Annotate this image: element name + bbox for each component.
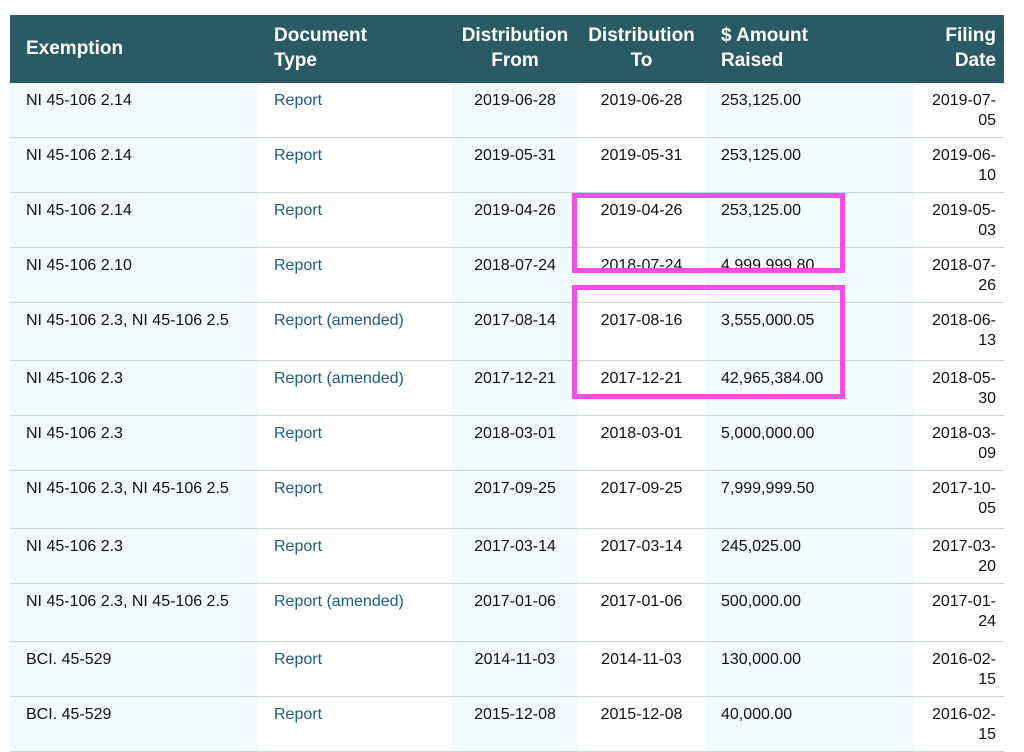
distribution-from-cell: 2017-12-21: [452, 360, 578, 416]
document-link[interactable]: Report: [258, 83, 452, 138]
filing-date-cell: 2019-05-03: [914, 192, 1004, 248]
amount-cell: 130,000.00: [705, 641, 914, 697]
distribution-from-cell: 2017-09-25: [452, 470, 578, 529]
document-link[interactable]: Report (amended): [258, 583, 452, 642]
amount-cell: 4,999,999.80: [705, 247, 914, 303]
table-row: NI 45-106 2.14 Report 2019-05-31 2019-05…: [10, 137, 1004, 193]
header-row: Exemption Document Type Distribution From …: [10, 15, 1004, 83]
filing-date-cell: 2017-03-20: [914, 528, 1004, 584]
amount-cell: 253,125.00: [705, 83, 914, 138]
distribution-to-cell: 2017-09-25: [578, 470, 705, 529]
distribution-to-cell: 2017-08-16: [578, 302, 705, 361]
filing-date-cell: 2018-03-09: [914, 415, 1004, 471]
distribution-from-cell: 2017-08-14: [452, 302, 578, 361]
amount-cell: 253,125.00: [705, 137, 914, 193]
exemption-cell: NI 45-106 2.3, NI 45-106 2.5: [10, 583, 258, 642]
exemption-cell: NI 45-106 2.10: [10, 247, 258, 303]
header-document-type[interactable]: Document Type: [258, 15, 452, 83]
distribution-to-cell: 2017-12-21: [578, 360, 705, 416]
table-row: NI 45-106 2.3, NI 45-106 2.5 Report (ame…: [10, 583, 1004, 642]
table-row: NI 45-106 2.3, NI 45-106 2.5 Report 2017…: [10, 470, 1004, 529]
filings-table: Exemption Document Type Distribution From …: [10, 15, 1004, 752]
amount-cell: 7,999,999.50: [705, 470, 914, 529]
document-link[interactable]: Report (amended): [258, 302, 452, 361]
exemption-cell: BCI. 45-529: [10, 641, 258, 697]
table-row: NI 45-106 2.3 Report (amended) 2017-12-2…: [10, 360, 1004, 416]
distribution-from-cell: 2019-05-31: [452, 137, 578, 193]
document-link[interactable]: Report: [258, 641, 452, 697]
exemption-cell: NI 45-106 2.3, NI 45-106 2.5: [10, 470, 258, 529]
document-link[interactable]: Report: [258, 247, 452, 303]
distribution-to-cell: 2017-03-14: [578, 528, 705, 584]
amount-cell: 40,000.00: [705, 696, 914, 752]
document-link[interactable]: Report: [258, 415, 452, 471]
document-link[interactable]: Report: [258, 137, 452, 193]
distribution-from-cell: 2017-03-14: [452, 528, 578, 584]
header-distribution-to[interactable]: Distribution To: [578, 15, 705, 83]
table-row: NI 45-106 2.14 Report 2019-04-26 2019-04…: [10, 192, 1004, 248]
table-row: NI 45-106 2.3 Report 2017-03-14 2017-03-…: [10, 528, 1004, 584]
distribution-from-cell: 2019-04-26: [452, 192, 578, 248]
header-amount-raised[interactable]: $ Amount Raised: [705, 15, 914, 83]
distribution-from-cell: 2014-11-03: [452, 641, 578, 697]
amount-cell: 253,125.00: [705, 192, 914, 248]
table-row: BCI. 45-529 Report 2015-12-08 2015-12-08…: [10, 696, 1004, 752]
distribution-to-cell: 2017-01-06: [578, 583, 705, 642]
document-link[interactable]: Report: [258, 528, 452, 584]
exemption-cell: NI 45-106 2.14: [10, 192, 258, 248]
table-row: BCI. 45-529 Report 2014-11-03 2014-11-03…: [10, 641, 1004, 697]
distribution-to-cell: 2014-11-03: [578, 641, 705, 697]
header-filing-date[interactable]: Filing Date: [914, 15, 1004, 83]
amount-cell: 3,555,000.05: [705, 302, 914, 361]
filing-date-cell: 2018-06-13: [914, 302, 1004, 361]
filing-date-cell: 2019-07-05: [914, 83, 1004, 138]
header-distribution-from[interactable]: Distribution From: [452, 15, 578, 83]
document-link[interactable]: Report: [258, 696, 452, 752]
exemption-cell: BCI. 45-529: [10, 696, 258, 752]
distribution-to-cell: 2018-03-01: [578, 415, 705, 471]
amount-cell: 500,000.00: [705, 583, 914, 642]
distribution-from-cell: 2015-12-08: [452, 696, 578, 752]
document-link[interactable]: Report (amended): [258, 360, 452, 416]
exemption-cell: NI 45-106 2.3: [10, 415, 258, 471]
distribution-from-cell: 2018-03-01: [452, 415, 578, 471]
table-row: NI 45-106 2.3, NI 45-106 2.5 Report (ame…: [10, 302, 1004, 361]
exemption-cell: NI 45-106 2.14: [10, 83, 258, 138]
filing-date-cell: 2019-06-10: [914, 137, 1004, 193]
amount-cell: 5,000,000.00: [705, 415, 914, 471]
exemption-cell: NI 45-106 2.14: [10, 137, 258, 193]
table-row: NI 45-106 2.10 Report 2018-07-24 2018-07…: [10, 247, 1004, 303]
filing-date-cell: 2016-02-15: [914, 696, 1004, 752]
distribution-from-cell: 2017-01-06: [452, 583, 578, 642]
header-exemption[interactable]: Exemption: [10, 15, 258, 83]
document-link[interactable]: Report: [258, 470, 452, 529]
table-row: NI 45-106 2.3 Report 2018-03-01 2018-03-…: [10, 415, 1004, 471]
distribution-to-cell: 2019-04-26: [578, 192, 705, 248]
distribution-to-cell: 2019-06-28: [578, 83, 705, 138]
amount-cell: 42,965,384.00: [705, 360, 914, 416]
distribution-from-cell: 2018-07-24: [452, 247, 578, 303]
exemption-cell: NI 45-106 2.3: [10, 360, 258, 416]
exemption-cell: NI 45-106 2.3: [10, 528, 258, 584]
filing-date-cell: 2018-07-26: [914, 247, 1004, 303]
distribution-to-cell: 2018-07-24: [578, 247, 705, 303]
document-link[interactable]: Report: [258, 192, 452, 248]
distribution-to-cell: 2015-12-08: [578, 696, 705, 752]
filing-date-cell: 2017-10-05: [914, 470, 1004, 529]
table-row: NI 45-106 2.14 Report 2019-06-28 2019-06…: [10, 83, 1004, 138]
filing-date-cell: 2018-05-30: [914, 360, 1004, 416]
exemption-cell: NI 45-106 2.3, NI 45-106 2.5: [10, 302, 258, 361]
distribution-from-cell: 2019-06-28: [452, 83, 578, 138]
filing-date-cell: 2017-01-24: [914, 583, 1004, 642]
distribution-to-cell: 2019-05-31: [578, 137, 705, 193]
filing-date-cell: 2016-02-15: [914, 641, 1004, 697]
amount-cell: 245,025.00: [705, 528, 914, 584]
